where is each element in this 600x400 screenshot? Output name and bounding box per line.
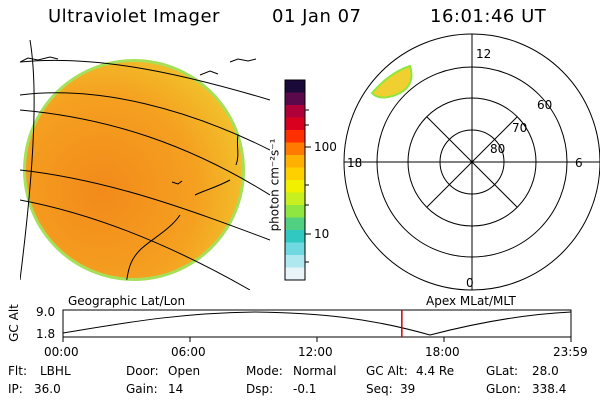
earth-image: [23, 59, 245, 281]
gcalt-label: GC Alt:: [366, 364, 408, 378]
flt-label: Flt:: [8, 364, 27, 378]
altitude-timeline: [62, 309, 572, 342]
ytick-bottom: 1.8: [36, 327, 56, 341]
colorbar-band: [285, 117, 305, 131]
xtick-0600: 06:00: [171, 345, 206, 359]
ip-label: IP:: [8, 382, 23, 396]
apex-label: Apex MLat/MLT: [426, 294, 516, 308]
ip-value: 36.0: [34, 382, 61, 396]
seq-value: 39: [400, 382, 416, 396]
geographic-label: Geographic Lat/Lon: [68, 294, 186, 308]
glat-value: 28.0: [532, 364, 559, 378]
colorbar-unit-label: photon cm⁻²s⁻¹: [267, 138, 282, 232]
polar-plot: [343, 33, 600, 291]
latlon-grid: [20, 40, 270, 290]
gain-label: Gain:: [126, 382, 158, 396]
xtick-1200: 12:00: [298, 345, 333, 359]
gc-alt-axis-label: GC Alt: [6, 304, 21, 342]
colorbar-band: [285, 255, 305, 268]
ytick-top: 9.0: [36, 305, 56, 319]
lat-label-70: 70: [512, 121, 528, 135]
mlt-label-0: 0: [466, 276, 474, 290]
dsp-value: -0.1: [293, 382, 317, 396]
colorbar-band: [285, 167, 305, 181]
colorbar-tick-10: 10: [314, 227, 330, 241]
colorbar-tick-100: 100: [314, 140, 337, 154]
door-label: Door:: [126, 364, 159, 378]
colorbar: [285, 80, 305, 281]
flt-value: LBHL: [40, 364, 71, 378]
colorbar-band: [285, 217, 305, 231]
colorbar-band: [285, 267, 305, 281]
gain-value: 14: [168, 382, 184, 396]
image-date: 01 Jan 07: [272, 6, 362, 27]
mode-value: Normal: [293, 364, 337, 378]
colorbar-band: [285, 105, 305, 118]
colorbar-band: [285, 205, 305, 218]
gcalt-value: 4.4 Re: [416, 364, 455, 378]
lat-label-80: 80: [490, 142, 506, 156]
app-title: Ultraviolet Imager: [48, 6, 220, 27]
colorbar-band: [285, 230, 305, 243]
seq-label: Seq:: [366, 382, 393, 396]
colorbar-band: [285, 142, 305, 156]
colorbar-band: [285, 180, 305, 193]
xtick-1800: 18:00: [425, 345, 460, 359]
colorbar-band: [285, 80, 305, 93]
glat-label: GLat:: [486, 364, 519, 378]
xtick-2359: 23:59: [553, 345, 588, 359]
colorbar-band: [285, 242, 305, 256]
xtick-0000: 00:00: [44, 345, 79, 359]
mlt-label-18: 18: [347, 156, 363, 170]
colorbar-band: [285, 92, 305, 106]
mlt-label-6: 6: [575, 156, 583, 170]
glon-value: 338.4: [532, 382, 567, 396]
aurora-patch: [370, 64, 413, 99]
lat-label-60: 60: [537, 98, 553, 112]
image-time: 16:01:46 UT: [430, 6, 547, 27]
mode-label: Mode:: [246, 364, 283, 378]
door-value: Open: [168, 364, 201, 378]
dsp-label: Dsp:: [246, 382, 274, 396]
mlt-label-12: 12: [476, 47, 492, 61]
glon-label: GLon:: [486, 382, 521, 396]
colorbar-band: [285, 155, 305, 168]
colorbar-band: [285, 130, 305, 143]
colorbar-band: [285, 192, 305, 206]
